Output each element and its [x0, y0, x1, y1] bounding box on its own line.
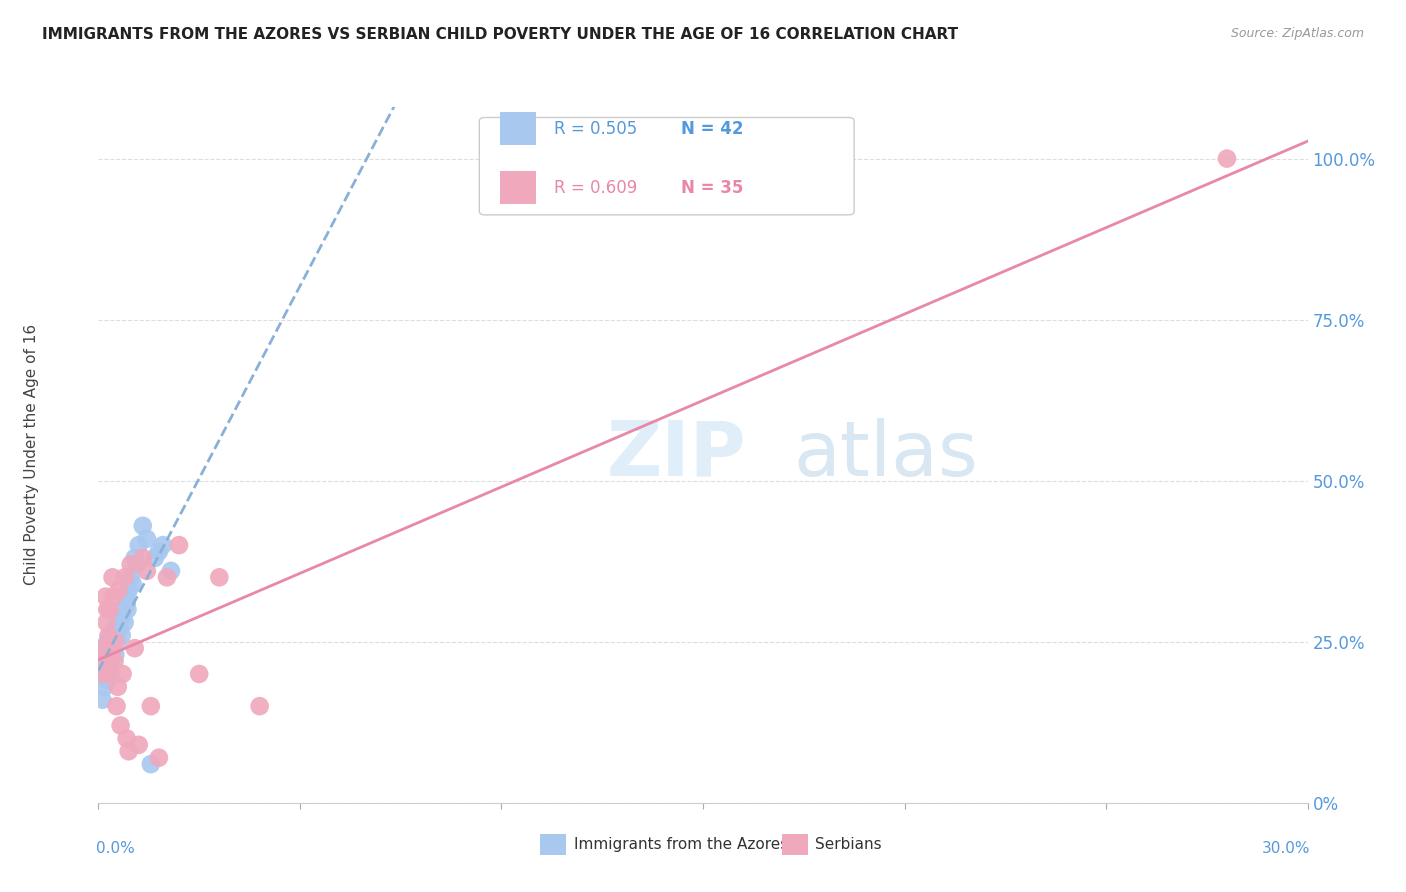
Text: Serbians: Serbians: [815, 837, 882, 852]
Point: [107, 615, 129, 630]
Point: [132, 518, 155, 533]
Point: [167, 538, 190, 552]
Point: [120, 558, 142, 572]
Point: [160, 564, 183, 578]
Point: [156, 570, 179, 584]
Point: [249, 699, 271, 714]
Point: [143, 551, 166, 566]
Point: [103, 654, 125, 668]
Point: [148, 750, 170, 764]
Point: [100, 648, 122, 662]
Bar: [540, 834, 567, 855]
Point: [125, 558, 148, 572]
Point: [108, 622, 131, 636]
Point: [1216, 152, 1239, 166]
Text: R = 0.505: R = 0.505: [554, 120, 637, 137]
Point: [132, 551, 155, 566]
Text: ZIP: ZIP: [606, 418, 745, 491]
Point: [107, 680, 129, 694]
Point: [93, 654, 115, 668]
Point: [114, 615, 136, 630]
Point: [100, 648, 122, 662]
Text: 30.0%: 30.0%: [1261, 841, 1310, 856]
Point: [110, 718, 132, 732]
Point: [111, 667, 134, 681]
Point: [121, 576, 143, 591]
Point: [94, 590, 117, 604]
Point: [96, 634, 118, 648]
Point: [115, 731, 138, 746]
Point: [94, 660, 117, 674]
Point: [110, 602, 132, 616]
Text: atlas: atlas: [793, 418, 979, 491]
Point: [101, 634, 124, 648]
Point: [97, 654, 120, 668]
Point: [98, 602, 121, 616]
Point: [103, 622, 125, 636]
Point: [114, 570, 136, 584]
Point: [105, 699, 128, 714]
Text: IMMIGRANTS FROM THE AZORES VS SERBIAN CHILD POVERTY UNDER THE AGE OF 16 CORRELAT: IMMIGRANTS FROM THE AZORES VS SERBIAN CH…: [42, 27, 959, 42]
Point: [135, 564, 157, 578]
Point: [91, 641, 114, 656]
Text: 0.0%: 0.0%: [96, 841, 135, 856]
Point: [100, 628, 122, 642]
Point: [93, 680, 115, 694]
Text: N = 42: N = 42: [682, 120, 744, 137]
Text: Child Poverty Under the Age of 16: Child Poverty Under the Age of 16: [24, 325, 39, 585]
Point: [111, 628, 134, 642]
Point: [120, 570, 142, 584]
Point: [90, 667, 112, 681]
Point: [124, 551, 146, 566]
Point: [103, 590, 125, 604]
Text: R = 0.609: R = 0.609: [554, 178, 637, 197]
Point: [104, 634, 127, 648]
Bar: [501, 171, 536, 204]
Point: [100, 654, 122, 668]
Point: [100, 667, 122, 681]
Point: [111, 609, 134, 624]
Point: [91, 692, 114, 706]
Point: [148, 544, 170, 558]
Point: [114, 590, 136, 604]
Point: [188, 667, 211, 681]
Point: [101, 570, 124, 584]
Bar: [501, 112, 536, 145]
Point: [91, 654, 114, 668]
Point: [135, 532, 157, 546]
Point: [107, 583, 129, 598]
Point: [96, 615, 118, 630]
Point: [96, 648, 118, 662]
Point: [97, 628, 120, 642]
Point: [118, 583, 141, 598]
Point: [208, 570, 231, 584]
Point: [104, 648, 127, 662]
Point: [118, 744, 141, 758]
Point: [98, 667, 121, 681]
Point: [139, 757, 162, 772]
Point: [152, 538, 174, 552]
Point: [93, 641, 115, 656]
Text: Source: ZipAtlas.com: Source: ZipAtlas.com: [1230, 27, 1364, 40]
Point: [91, 667, 114, 681]
Point: [124, 641, 146, 656]
Point: [96, 673, 118, 688]
Point: [128, 738, 150, 752]
Point: [115, 596, 138, 610]
Text: N = 35: N = 35: [682, 178, 744, 197]
FancyBboxPatch shape: [479, 118, 855, 215]
Point: [96, 602, 118, 616]
Point: [128, 538, 150, 552]
Point: [105, 628, 128, 642]
Point: [139, 699, 162, 714]
Bar: [782, 834, 808, 855]
Point: [117, 602, 139, 616]
Point: [107, 634, 129, 648]
Text: Immigrants from the Azores: Immigrants from the Azores: [574, 837, 787, 852]
Point: [103, 641, 125, 656]
